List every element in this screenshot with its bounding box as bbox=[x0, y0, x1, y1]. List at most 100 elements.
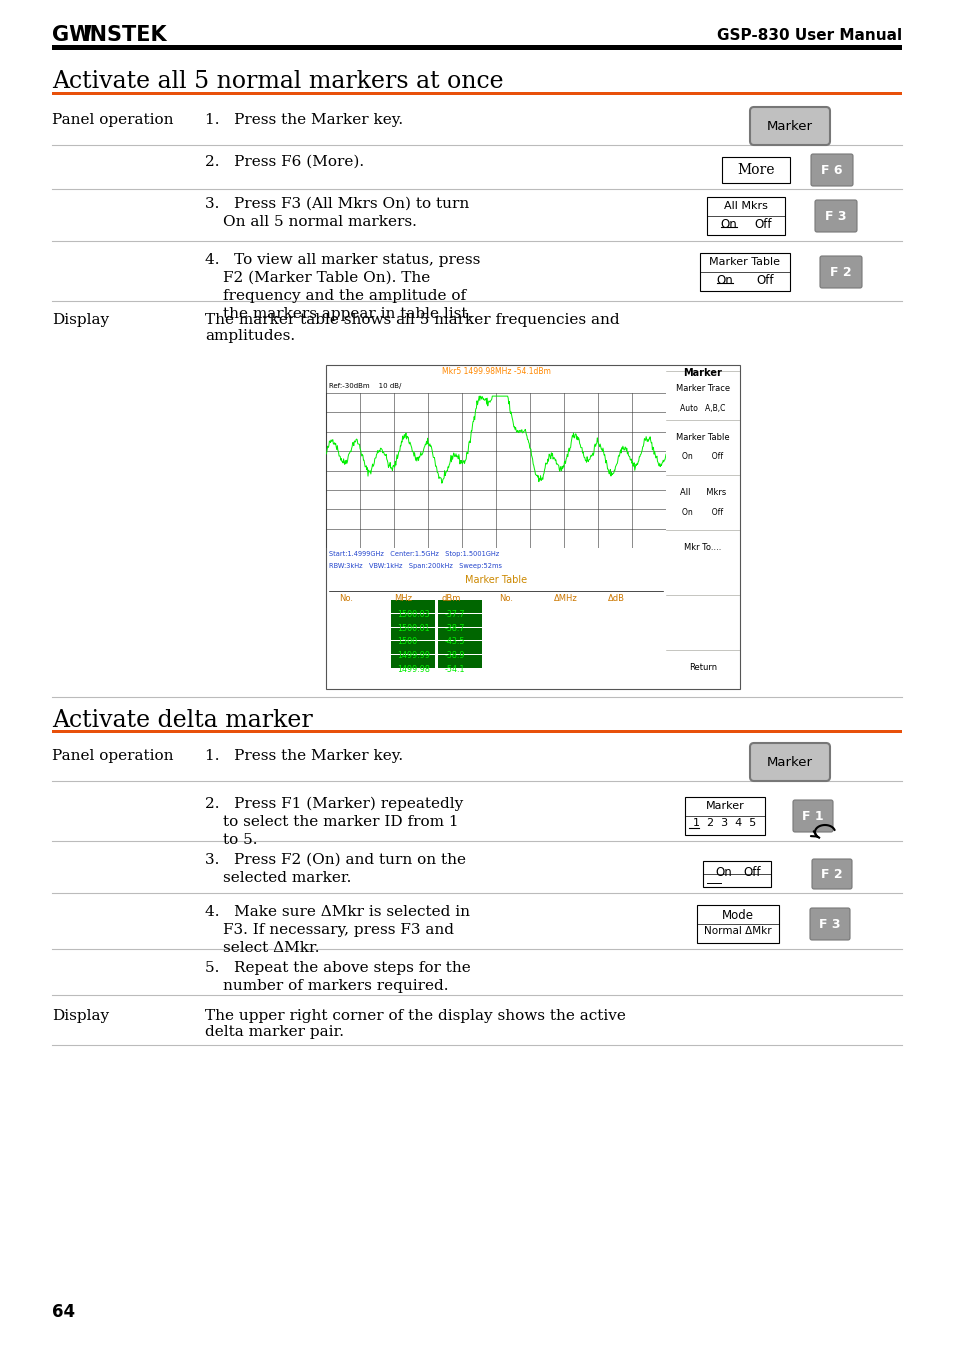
Text: -38.7: -38.7 bbox=[444, 624, 465, 633]
Text: select ΔMkr.: select ΔMkr. bbox=[223, 941, 319, 954]
Bar bbox=[390, 614, 435, 626]
Bar bbox=[706, 197, 784, 235]
Text: -54.1: -54.1 bbox=[444, 664, 465, 674]
Bar bbox=[390, 628, 435, 640]
Text: 3.   Press F2 (On) and turn on the: 3. Press F2 (On) and turn on the bbox=[205, 853, 465, 867]
Text: Δ5: Δ5 bbox=[502, 664, 513, 674]
Text: 3.   Press F3 (All Mkrs On) to turn: 3. Press F3 (All Mkrs On) to turn bbox=[205, 197, 469, 211]
Text: Panel operation: Panel operation bbox=[52, 749, 173, 763]
Text: Off: Off bbox=[754, 217, 771, 231]
Bar bbox=[52, 730, 901, 733]
Text: Display: Display bbox=[52, 1008, 109, 1023]
Text: More: More bbox=[737, 163, 774, 177]
Bar bbox=[702, 861, 770, 887]
Text: All      Mkrs: All Mkrs bbox=[679, 489, 725, 497]
Text: MHz: MHz bbox=[394, 594, 412, 603]
Bar bbox=[700, 252, 789, 292]
Bar bbox=[437, 614, 482, 626]
Bar bbox=[390, 601, 435, 613]
Text: 4.   Make sure ΔMkr is selected in: 4. Make sure ΔMkr is selected in bbox=[205, 904, 470, 919]
Text: RBW:3kHz   VBW:1kHz   Span:200kHz   Sweep:52ms: RBW:3kHz VBW:1kHz Span:200kHz Sweep:52ms bbox=[329, 563, 502, 570]
Text: 5: 5 bbox=[343, 664, 348, 674]
Text: dBm: dBm bbox=[441, 594, 460, 603]
Text: number of markers required.: number of markers required. bbox=[223, 979, 448, 994]
Text: F 2: F 2 bbox=[821, 868, 841, 880]
Text: On        Off: On Off bbox=[681, 508, 722, 517]
FancyBboxPatch shape bbox=[811, 859, 851, 890]
Text: 1499.98: 1499.98 bbox=[397, 664, 430, 674]
Text: 2: 2 bbox=[343, 624, 348, 633]
Text: Δ2: Δ2 bbox=[502, 624, 513, 633]
Text: ΔdB: ΔdB bbox=[608, 594, 624, 603]
Text: ΔMHz: ΔMHz bbox=[554, 594, 577, 603]
Text: 2.   Press F6 (More).: 2. Press F6 (More). bbox=[205, 155, 364, 169]
Text: Marker: Marker bbox=[683, 369, 721, 378]
Text: 1500.03: 1500.03 bbox=[397, 610, 430, 618]
Text: Ref:-30dBm    10 dB/: Ref:-30dBm 10 dB/ bbox=[329, 383, 401, 389]
Text: Panel operation: Panel operation bbox=[52, 113, 173, 127]
Text: -43.5: -43.5 bbox=[444, 637, 465, 647]
Text: GW INSTEK: GW INSTEK bbox=[329, 367, 377, 377]
Text: No.: No. bbox=[339, 594, 354, 603]
Bar bbox=[390, 655, 435, 668]
Text: 5.   Repeat the above steps for the: 5. Repeat the above steps for the bbox=[205, 961, 470, 975]
Text: the markers appear in table list.: the markers appear in table list. bbox=[223, 306, 472, 321]
Text: 1  2  3  4  5: 1 2 3 4 5 bbox=[693, 818, 756, 828]
Text: Marker Table: Marker Table bbox=[709, 256, 780, 267]
FancyBboxPatch shape bbox=[809, 909, 849, 940]
Text: Marker Table: Marker Table bbox=[464, 575, 526, 586]
Text: F 1: F 1 bbox=[801, 810, 823, 822]
Text: All Mkrs: All Mkrs bbox=[723, 201, 767, 211]
Text: Auto   A,B,C: Auto A,B,C bbox=[679, 404, 725, 413]
FancyBboxPatch shape bbox=[820, 256, 862, 288]
Text: GSP-830 User Manual: GSP-830 User Manual bbox=[716, 27, 901, 42]
Text: 1500: 1500 bbox=[397, 637, 417, 647]
Text: Δ1: Δ1 bbox=[502, 610, 513, 618]
Text: Activate all 5 normal markers at once: Activate all 5 normal markers at once bbox=[52, 70, 503, 93]
Text: F 6: F 6 bbox=[821, 163, 841, 177]
Text: GW: GW bbox=[52, 26, 92, 45]
Bar bbox=[697, 904, 779, 944]
FancyBboxPatch shape bbox=[792, 801, 832, 832]
Text: Normal ΔMkr: Normal ΔMkr bbox=[703, 926, 771, 936]
Text: Start:1.4999GHz   Center:1.5GHz   Stop:1.5001GHz: Start:1.4999GHz Center:1.5GHz Stop:1.500… bbox=[329, 551, 499, 558]
Text: Display: Display bbox=[52, 313, 109, 327]
Bar bbox=[326, 364, 740, 688]
Bar bbox=[390, 641, 435, 653]
Text: 1.   Press the Marker key.: 1. Press the Marker key. bbox=[205, 113, 403, 127]
Text: to select the marker ID from 1: to select the marker ID from 1 bbox=[223, 815, 458, 829]
Text: selected marker.: selected marker. bbox=[223, 871, 351, 886]
Bar bbox=[437, 628, 482, 640]
Text: On: On bbox=[716, 274, 733, 288]
FancyBboxPatch shape bbox=[749, 107, 829, 144]
Text: 2.   Press F1 (Marker) repeatedly: 2. Press F1 (Marker) repeatedly bbox=[205, 796, 463, 811]
Text: F3. If necessary, press F3 and: F3. If necessary, press F3 and bbox=[223, 923, 454, 937]
Text: On: On bbox=[720, 217, 737, 231]
Text: Off: Off bbox=[742, 867, 760, 879]
Text: -37.7: -37.7 bbox=[444, 610, 465, 618]
Text: Marker: Marker bbox=[766, 756, 812, 768]
Text: Return: Return bbox=[688, 663, 717, 672]
Bar bbox=[437, 601, 482, 613]
Bar bbox=[437, 655, 482, 668]
Text: 64: 64 bbox=[52, 1303, 75, 1322]
Text: Marker: Marker bbox=[766, 120, 812, 132]
Text: Off: Off bbox=[756, 274, 773, 288]
Text: The upper right corner of the display shows the active
delta marker pair.: The upper right corner of the display sh… bbox=[205, 1008, 625, 1040]
Text: Marker Table: Marker Table bbox=[676, 433, 729, 441]
Text: F 3: F 3 bbox=[819, 918, 840, 930]
Text: 1: 1 bbox=[343, 610, 348, 618]
Text: On        Off: On Off bbox=[681, 452, 722, 462]
FancyBboxPatch shape bbox=[810, 154, 852, 186]
Text: Mkr To....: Mkr To.... bbox=[683, 543, 720, 552]
Text: No.: No. bbox=[498, 594, 513, 603]
Text: Δ4: Δ4 bbox=[502, 651, 513, 660]
Text: 1499.99: 1499.99 bbox=[397, 651, 430, 660]
Text: On: On bbox=[715, 867, 731, 879]
Text: 1.   Press the Marker key.: 1. Press the Marker key. bbox=[205, 749, 403, 763]
Text: Activate delta marker: Activate delta marker bbox=[52, 709, 313, 732]
Bar bbox=[437, 641, 482, 653]
Text: 1500.01: 1500.01 bbox=[397, 624, 430, 633]
Text: Marker Trace: Marker Trace bbox=[676, 385, 729, 393]
Text: The marker table shows all 5 marker frequencies and
amplitudes.: The marker table shows all 5 marker freq… bbox=[205, 313, 619, 343]
